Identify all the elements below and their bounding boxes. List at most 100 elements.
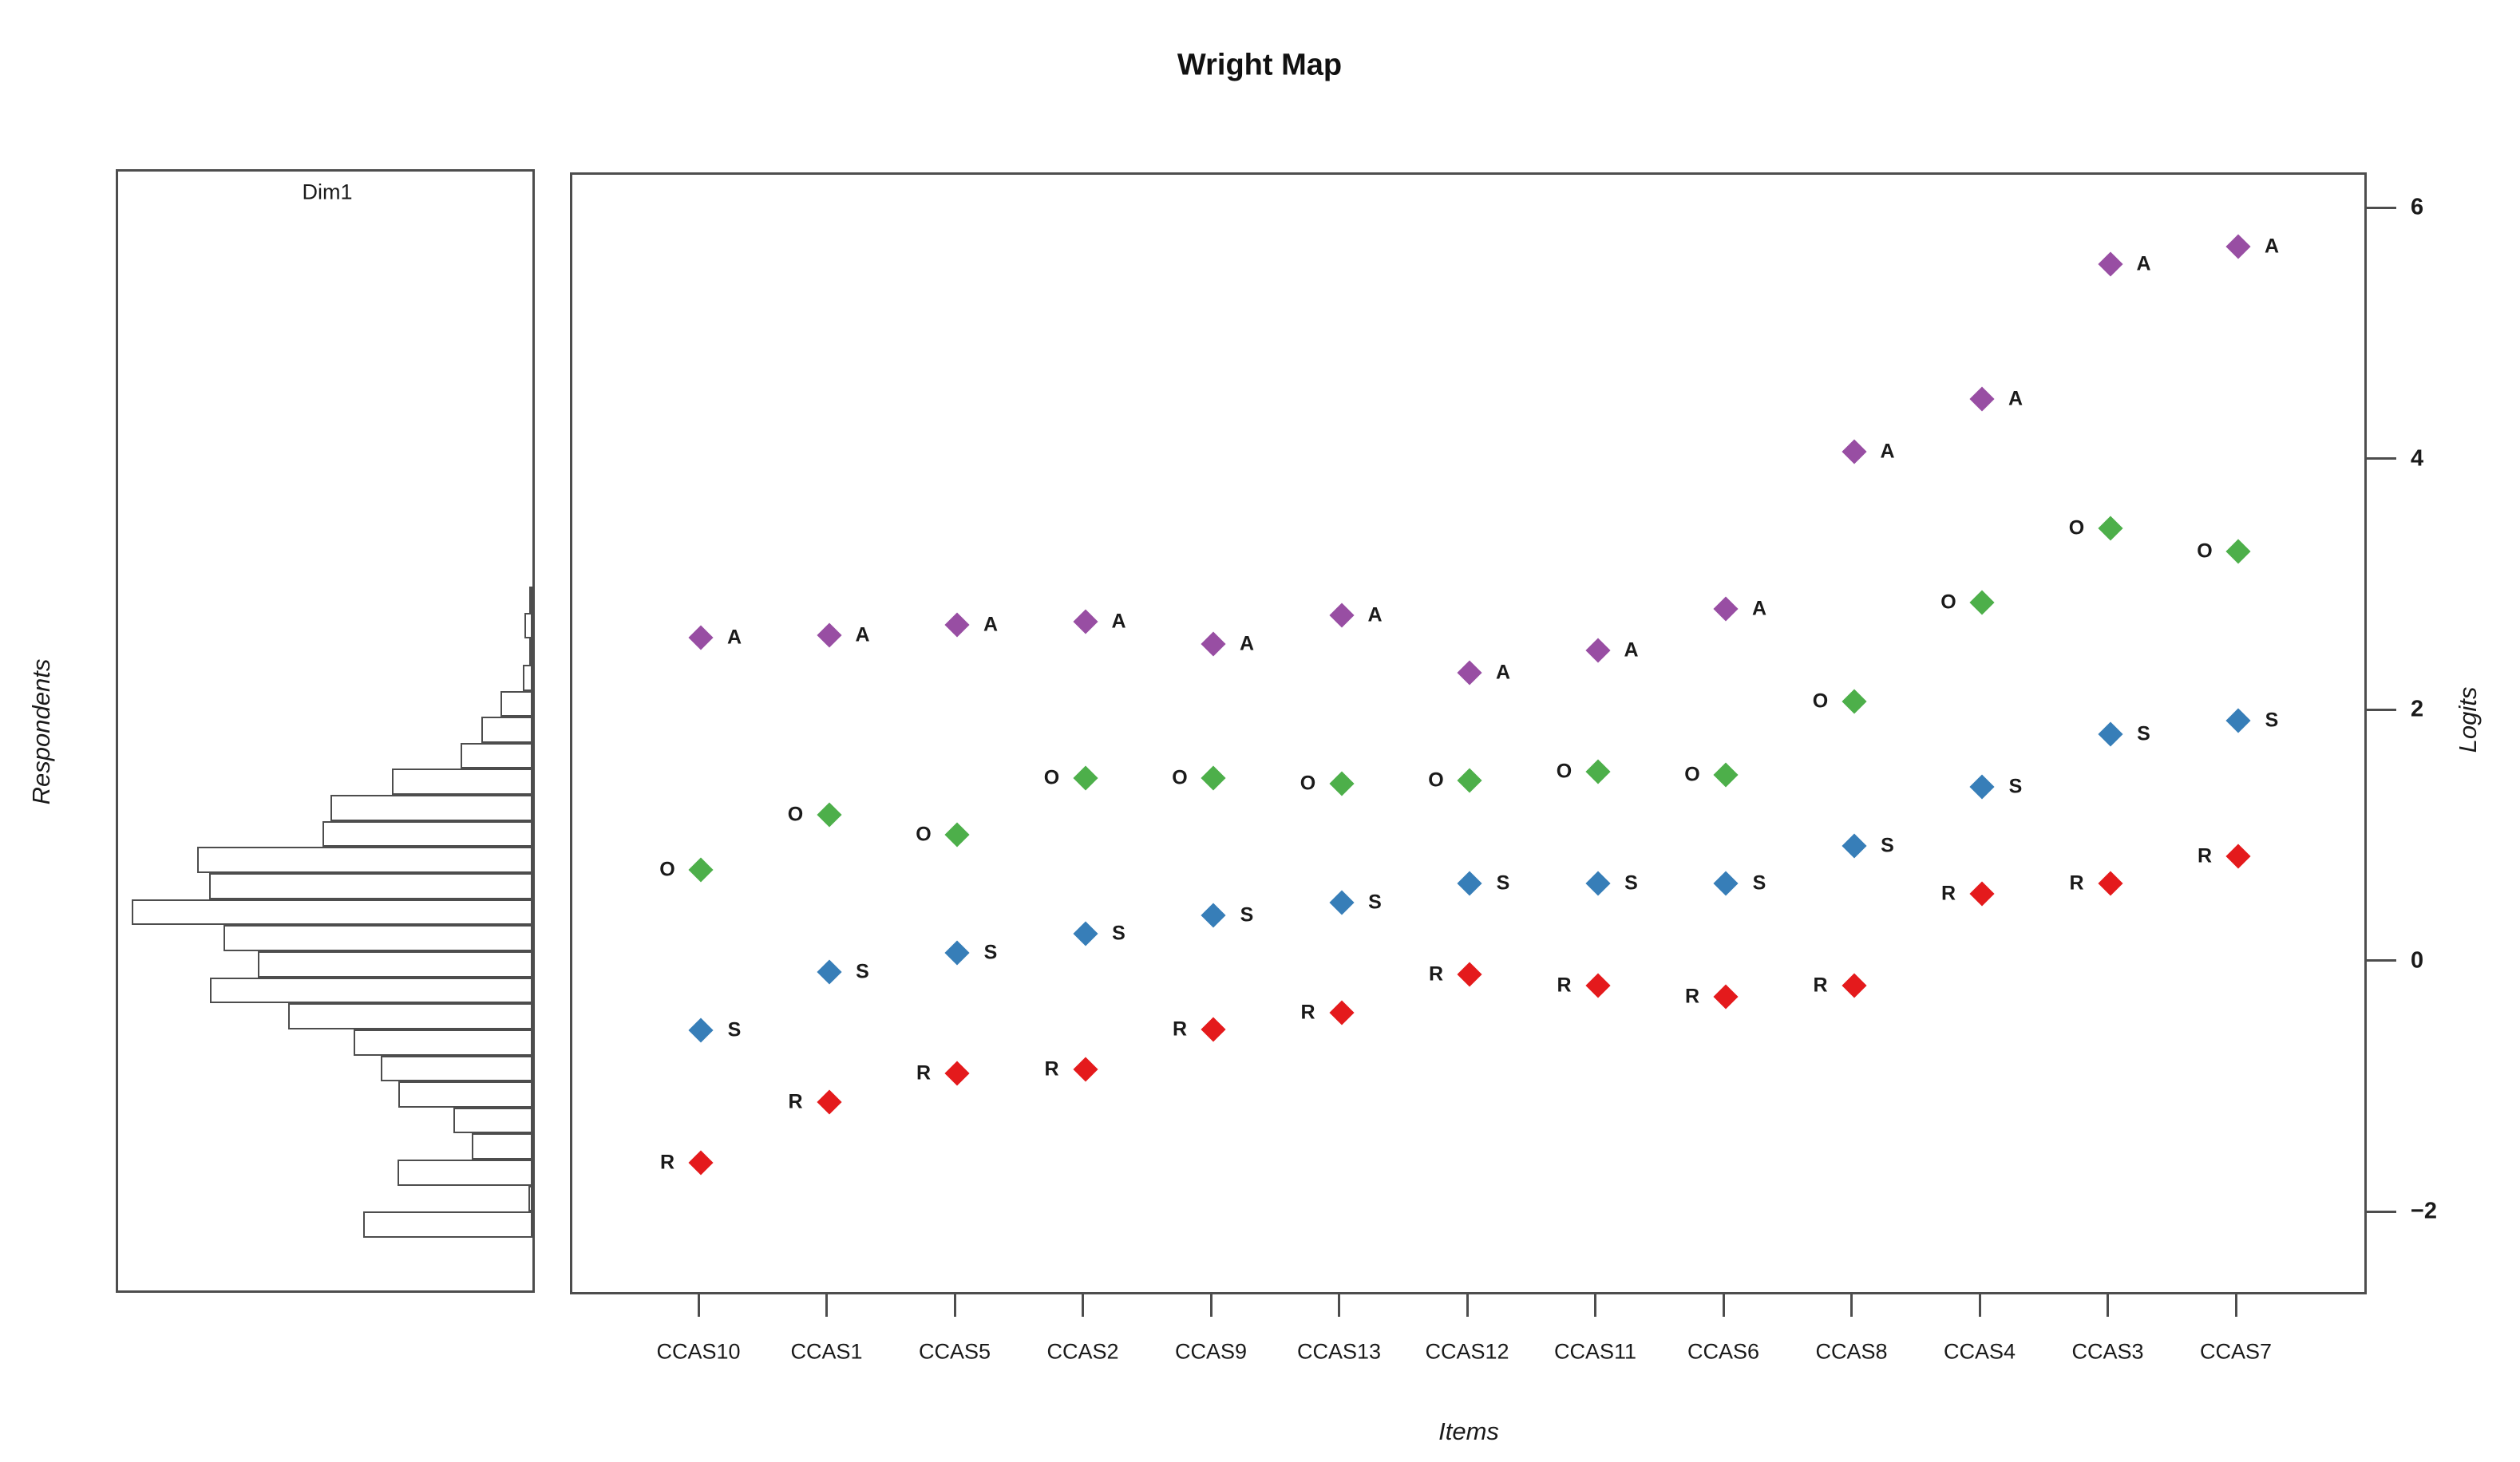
histogram-bar (453, 1107, 532, 1134)
diamond-icon (944, 612, 970, 638)
diamond-icon (1201, 903, 1226, 928)
category-letter: A (726, 626, 742, 649)
diamond-icon (1841, 689, 1867, 714)
item-tick (1978, 1294, 1981, 1317)
category-letter: R (1557, 974, 1572, 997)
axis-tick (2367, 457, 2396, 460)
diamond-icon (816, 958, 842, 985)
histogram-bar (398, 1081, 532, 1108)
category-letter: O (2197, 539, 2213, 563)
histogram-bar (223, 925, 532, 951)
category-letter: R (916, 1061, 932, 1085)
histogram-bar (209, 977, 532, 1004)
item-tick (2234, 1294, 2237, 1317)
item-label: CCAS6 (1687, 1339, 1760, 1364)
category-letter: A (1880, 440, 1895, 463)
category-letter: O (916, 823, 932, 846)
category-letter: S (2137, 722, 2150, 745)
item-label: CCAS2 (1046, 1339, 1119, 1364)
tick-label: 6 (2411, 194, 2424, 220)
histogram-bar (397, 1160, 532, 1186)
respondents-axis-title: Respondents (27, 658, 55, 805)
histogram-bar (472, 1133, 532, 1160)
histogram-bar (500, 690, 532, 717)
figure-title: Wright Map (1177, 48, 1343, 82)
diamond-icon (1072, 765, 1098, 791)
item-label: CCAS8 (1815, 1339, 1888, 1364)
diamond-icon (1201, 631, 1226, 657)
histogram-bar (287, 1003, 532, 1029)
diamond-icon (1328, 1000, 1355, 1025)
item-tick (2107, 1294, 2109, 1317)
category-letter: R (1172, 1017, 1188, 1041)
diamond-icon (1328, 890, 1355, 915)
diamond-icon (688, 625, 714, 650)
category-letter: S (856, 960, 869, 982)
category-letter: A (855, 623, 870, 646)
category-letter: R (1940, 882, 1956, 905)
diamond-icon (688, 1017, 714, 1043)
diamond-icon (1201, 765, 1226, 791)
diamond-icon (2225, 844, 2251, 869)
category-letter: S (2008, 775, 2023, 798)
category-letter: R (1813, 974, 1828, 997)
histogram-bar (354, 1029, 532, 1056)
diamond-icon (2225, 708, 2251, 733)
histogram-bar (528, 587, 532, 613)
category-letter: O (2068, 516, 2085, 539)
diamond-icon (1584, 638, 1611, 663)
histogram-bar (196, 847, 532, 874)
category-letter: A (1624, 638, 1639, 662)
diamond-icon (1969, 881, 1995, 907)
category-letter: R (1300, 1001, 1315, 1024)
diamond-icon (944, 1061, 970, 1086)
item-tick (1722, 1294, 1725, 1317)
category-letter: O (1812, 690, 1829, 713)
category-letter: A (1495, 661, 1511, 684)
diamond-icon (1713, 871, 1739, 896)
diamond-icon (1713, 762, 1739, 788)
category-letter: R (659, 1151, 675, 1174)
category-letter: S (1624, 871, 1638, 895)
item-label: CCAS13 (1296, 1339, 1382, 1364)
diamond-icon (1457, 962, 1482, 987)
diamond-icon (2097, 721, 2123, 747)
category-letter: O (1300, 772, 1316, 795)
category-letter: R (1684, 985, 1700, 1008)
axis-tick (2367, 708, 2396, 711)
category-letter: R (788, 1090, 803, 1113)
histogram-bar (381, 1055, 532, 1082)
axis-tick (2367, 1210, 2396, 1213)
diamond-icon (1713, 596, 1739, 622)
item-label: CCAS9 (1174, 1339, 1248, 1364)
diamond-icon (1969, 590, 1995, 615)
histogram-bar (363, 1211, 532, 1238)
diamond-icon (944, 822, 970, 848)
tick-label: 0 (2411, 947, 2424, 973)
diamond-icon (816, 622, 842, 648)
category-letter: S (1752, 871, 1766, 895)
dim1-label: Dim1 (302, 180, 353, 204)
histogram-bar (528, 1185, 532, 1212)
tick-label: 4 (2411, 445, 2424, 471)
item-label: CCAS4 (1943, 1339, 2016, 1364)
item-tick (1082, 1294, 1084, 1317)
diamond-icon (1072, 921, 1098, 946)
category-letter: A (2264, 235, 2280, 258)
category-letter: O (1940, 591, 1956, 614)
category-letter: S (1240, 903, 1254, 927)
category-letter: S (1496, 871, 1510, 895)
category-letter: O (659, 858, 675, 881)
histogram-bar (208, 873, 532, 899)
diamond-icon (688, 1149, 714, 1176)
category-letter: R (2069, 871, 2084, 895)
category-letter: S (1368, 891, 1382, 914)
category-letter: S (1881, 834, 1894, 857)
category-letter: O (1172, 766, 1188, 789)
diamond-icon (1584, 973, 1611, 998)
item-tick (953, 1294, 956, 1317)
item-label: CCAS11 (1553, 1339, 1637, 1364)
diamond-icon (1072, 609, 1098, 634)
tick-label: 2 (2411, 696, 2424, 722)
histogram-bar (132, 899, 532, 926)
